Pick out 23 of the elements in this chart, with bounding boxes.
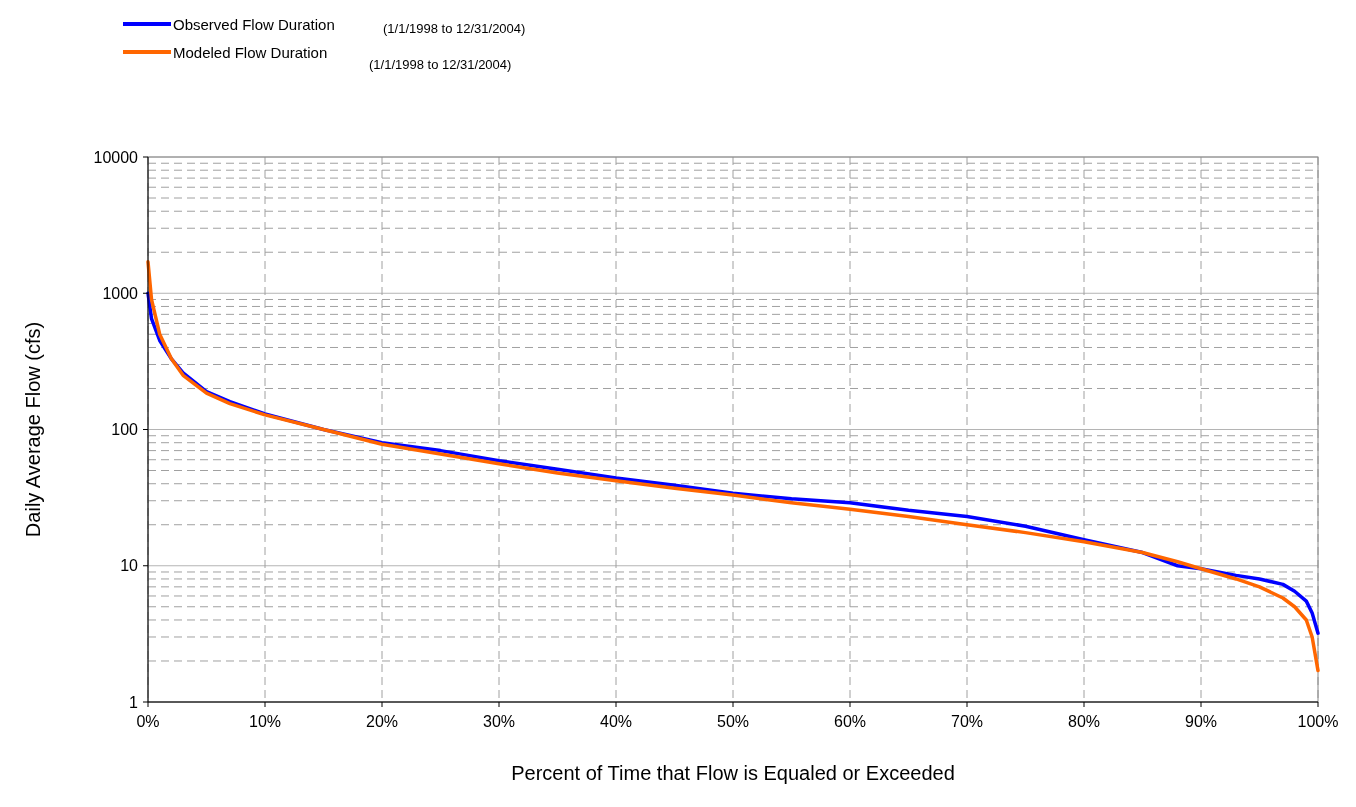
y-tick-label: 10000: [93, 148, 139, 166]
x-tick-label: 100%: [1297, 713, 1339, 730]
y-tick-label: 10: [120, 557, 139, 575]
y-tick-label: 1: [129, 693, 139, 711]
x-tick-label: 50%: [716, 713, 750, 730]
text: (1/1/1998 to 12/31/2004): [383, 21, 526, 36]
legend-label: Observed Flow Duration: [173, 16, 335, 33]
x-tick-label: 70%: [950, 713, 984, 730]
x-tick-label: 80%: [1067, 713, 1101, 730]
legend-label: Modeled Flow Duration: [173, 44, 328, 61]
x-tick-label: 30%: [482, 713, 516, 730]
y-tick-label: 1000: [102, 284, 139, 302]
x-tick-label: 10%: [248, 713, 282, 730]
x-tick-label: 20%: [365, 713, 399, 730]
y-axis-title: Daily Average Flow (cfs): [22, 321, 44, 538]
x-axis-title: Percent of Time that Flow is Equaled or Exceeded: [511, 762, 955, 784]
line-series: [146, 260, 1320, 673]
x-tick-label: 40%: [599, 713, 633, 730]
x-tick-label: 60%: [833, 713, 867, 730]
text: (1/1/1998 to 12/31/2004): [369, 57, 512, 72]
x-tick-label: 90%: [1184, 713, 1218, 730]
y-tick-label: 100: [111, 421, 139, 439]
x-tick-label: 0%: [136, 713, 160, 730]
